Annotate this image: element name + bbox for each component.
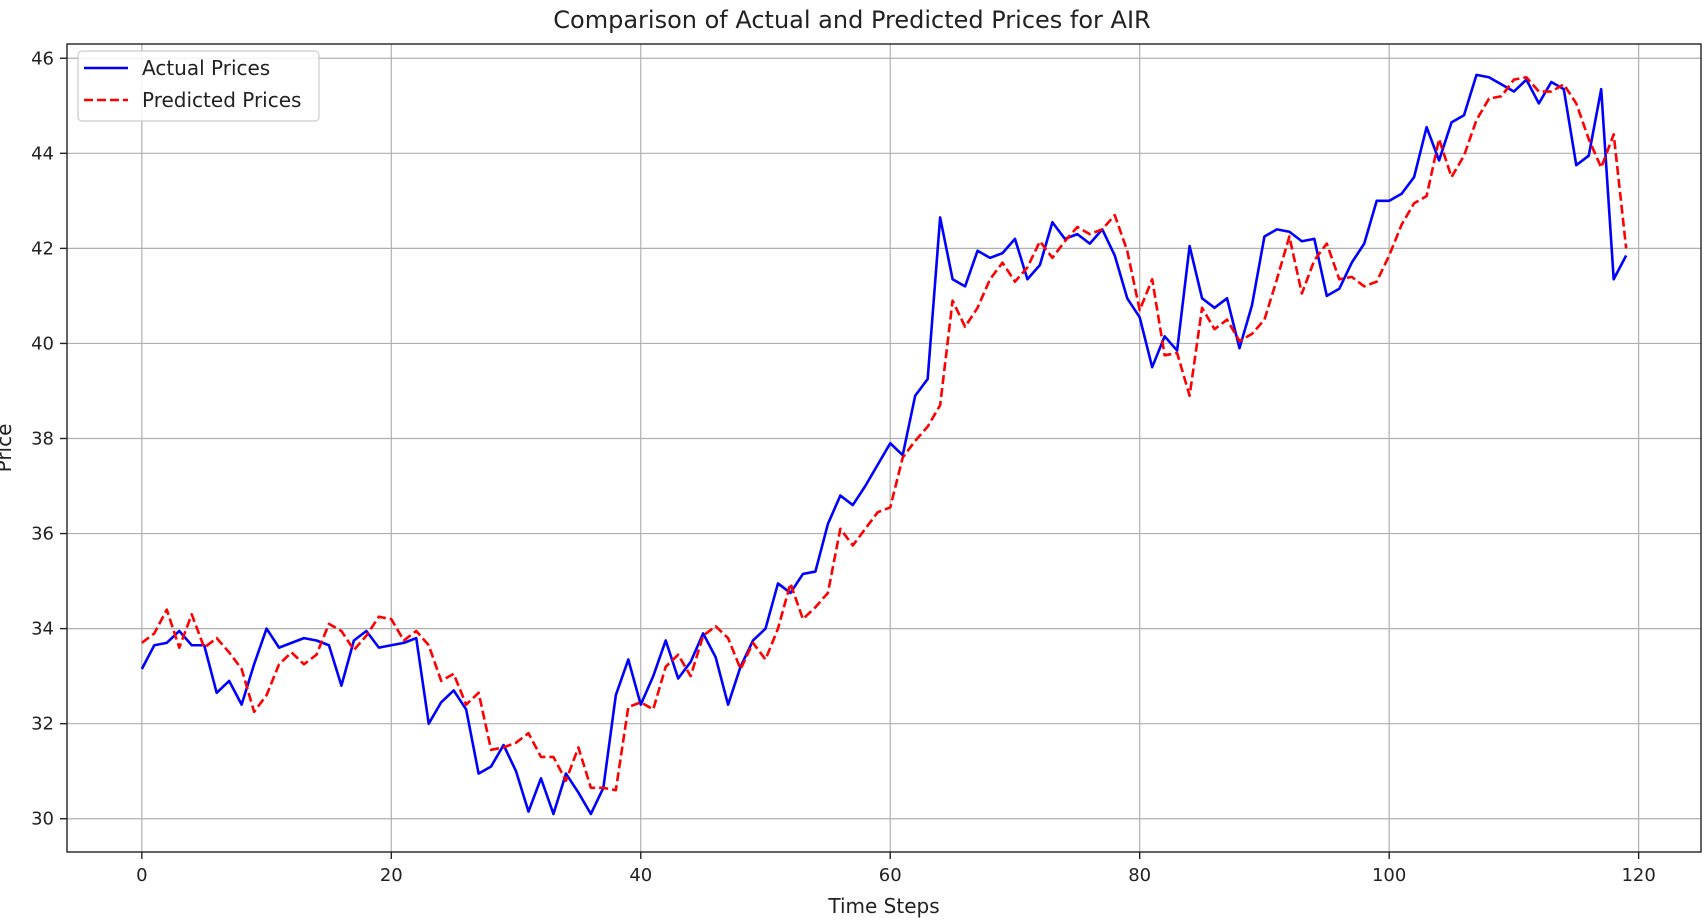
x-tick-label: 20 — [380, 865, 403, 886]
series-layer — [140, 73, 1628, 816]
y-tick-label: 32 — [31, 714, 54, 735]
y-tick-label: 34 — [31, 619, 54, 640]
y-axis-label: Price — [0, 424, 16, 473]
y-tick-label: 44 — [31, 143, 54, 164]
legend-label-actual: Actual Prices — [142, 56, 270, 80]
chart-title: Comparison of Actual and Predicted Price… — [553, 6, 1150, 34]
x-tick-label: 60 — [879, 865, 902, 886]
series-line-actual — [140, 73, 1628, 816]
x-tick-label: 100 — [1372, 865, 1406, 886]
legend-box — [77, 50, 320, 122]
y-tick-label: 38 — [31, 428, 54, 449]
x-tick-label: 40 — [629, 865, 652, 886]
y-tick-label: 46 — [31, 48, 54, 69]
y-tick-label: 42 — [31, 238, 54, 259]
gridlines — [67, 44, 1701, 852]
x-tick-label: 80 — [1128, 865, 1151, 886]
x-tick-label: 120 — [1621, 865, 1655, 886]
x-axis-label: Time Steps — [827, 894, 939, 918]
plot-frame — [66, 43, 1702, 853]
series-line-predicted — [141, 75, 1628, 792]
y-tick-label: 40 — [31, 333, 54, 354]
legend: Actual Prices Predicted Prices — [77, 50, 320, 122]
axis-ticks: 0 20 40 60 80 100 120 30 32 34 36 38 40 42 44 46 — [31, 48, 1656, 886]
legend-label-predicted: Predicted Prices — [142, 88, 301, 112]
y-tick-label: 36 — [31, 524, 54, 545]
y-tick-label: 30 — [31, 809, 54, 830]
x-tick-label: 0 — [136, 865, 147, 886]
